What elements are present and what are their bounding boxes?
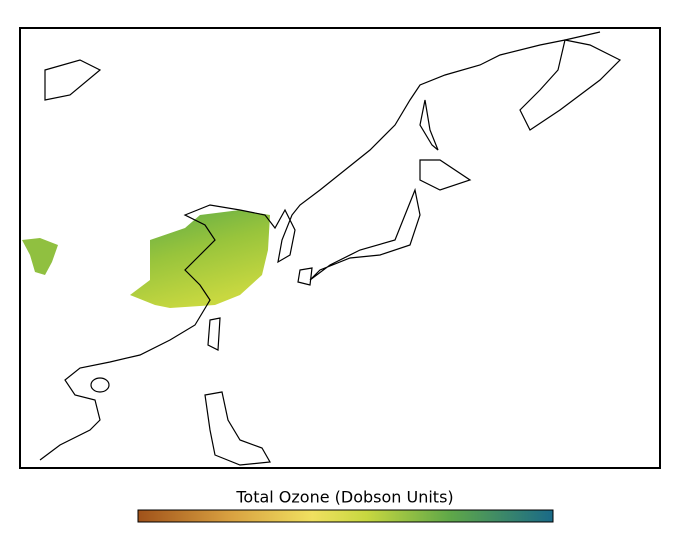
coastline [519, 39, 622, 131]
colorbar [137, 509, 554, 523]
coastline [309, 187, 421, 281]
map-features [22, 31, 622, 466]
coastline [39, 31, 601, 461]
ozone-field [130, 210, 270, 308]
coastline [44, 59, 102, 101]
ozone-field [22, 238, 58, 275]
coastline [90, 377, 110, 393]
coastline [419, 99, 439, 151]
coastline [419, 159, 472, 191]
colorbar-title: Total Ozone (Dobson Units) [235, 488, 453, 507]
coastline [207, 317, 221, 351]
coastline [204, 391, 271, 466]
coastline [297, 267, 313, 286]
map-frame [19, 27, 661, 469]
